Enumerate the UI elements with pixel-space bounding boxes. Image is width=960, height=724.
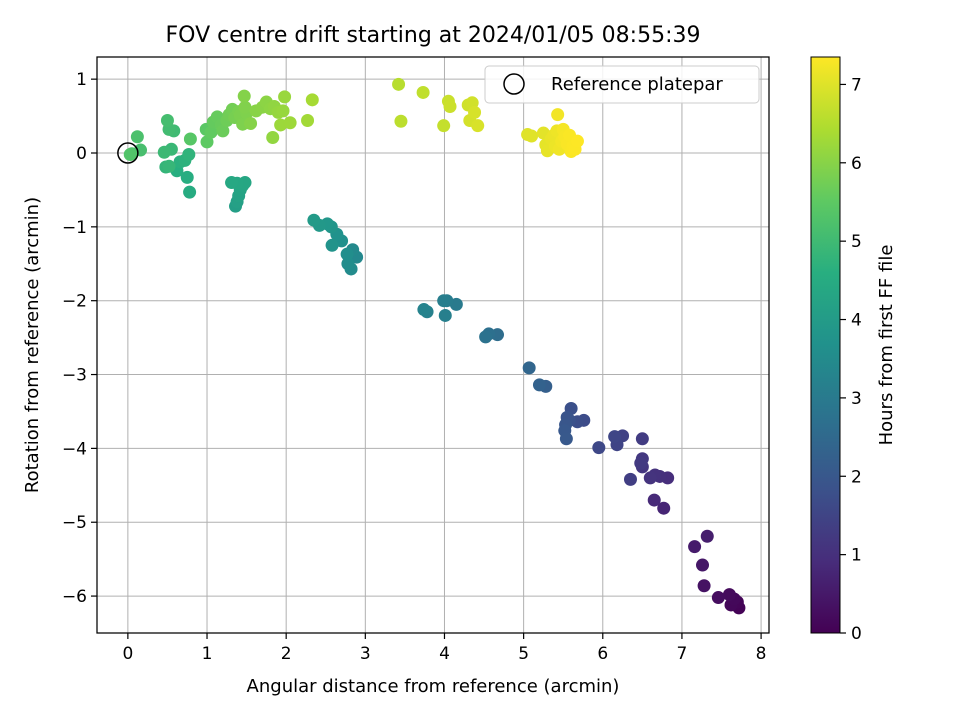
colorbar-tick-label: 0 — [851, 624, 862, 644]
colorbar-tick-label: 4 — [851, 311, 862, 331]
scatter-point — [180, 170, 194, 184]
scatter-point — [688, 540, 702, 554]
scatter-point — [394, 114, 408, 128]
y-tick-label: −6 — [62, 587, 87, 607]
scatter-point — [162, 159, 176, 173]
x-tick-label: 1 — [202, 644, 213, 664]
y-tick-label: −4 — [62, 439, 87, 459]
scatter-points — [117, 77, 746, 615]
chart-title: FOV centre drift starting at 2024/01/05 … — [166, 23, 701, 48]
scatter-point — [635, 432, 649, 446]
x-axis-ticks: 0 1 2 3 4 5 6 7 8 — [122, 633, 766, 664]
scatter-point — [697, 579, 711, 593]
colorbar-tick-label: 3 — [851, 389, 862, 409]
scatter-point — [238, 100, 252, 114]
colorbar-tick-label: 2 — [851, 467, 862, 487]
y-axis-label: Rotation from reference (arcmin) — [22, 197, 43, 493]
scatter-point — [471, 119, 485, 133]
colorbar-label: Hours from first FF file — [876, 245, 897, 446]
scatter-point — [647, 493, 661, 507]
scatter-point — [417, 303, 431, 317]
colorbar-tick-label: 1 — [851, 546, 862, 566]
scatter-point — [123, 147, 137, 161]
scatter-point — [643, 471, 657, 485]
scatter-point — [437, 119, 451, 133]
legend-marker-icon — [503, 73, 525, 95]
scatter-point — [266, 130, 280, 144]
legend-box — [484, 65, 760, 104]
scatter-point — [340, 247, 354, 261]
scatter-point — [532, 378, 546, 392]
scatter-point — [700, 529, 714, 543]
scatter-point — [278, 90, 292, 104]
x-tick-label: 6 — [597, 644, 608, 664]
scatter-point — [276, 104, 290, 118]
x-tick-label: 4 — [439, 644, 450, 664]
scatter-point — [283, 116, 297, 130]
plot-frame — [96, 56, 770, 634]
scatter-point — [559, 432, 573, 446]
x-tick-label: 5 — [518, 644, 529, 664]
scatter-point — [437, 294, 451, 308]
y-tick-label: 0 — [76, 144, 87, 164]
scatter-point — [341, 257, 355, 271]
x-tick-label: 3 — [360, 644, 371, 664]
scatter-point — [160, 114, 174, 128]
colorbar-gradient — [810, 56, 841, 634]
scatter-point — [244, 116, 258, 130]
scatter-point — [592, 441, 606, 455]
scatter-point — [157, 145, 171, 159]
scatter-point — [130, 130, 144, 144]
scatter-point — [696, 558, 710, 572]
scatter-point — [305, 93, 319, 107]
scatter-point — [468, 105, 482, 119]
scatter-point — [216, 124, 230, 138]
x-tick-label: 7 — [677, 644, 688, 664]
scatter-point — [438, 308, 452, 322]
scatter-point — [722, 588, 736, 602]
scatter-point — [237, 89, 251, 103]
scatter-point — [204, 125, 218, 139]
scatter-point — [325, 238, 339, 252]
scatter-point — [392, 77, 406, 91]
x-tick-label: 0 — [122, 644, 133, 664]
scatter-point — [443, 99, 457, 113]
y-tick-label: −3 — [62, 366, 87, 386]
scatter-point — [301, 114, 315, 128]
scatter-point — [307, 213, 321, 227]
y-tick-label: −2 — [62, 292, 87, 312]
colorbar: 0 1 2 3 4 5 6 7 Hours from first FF file — [810, 56, 897, 644]
colorbar-ticks: 0 1 2 3 4 5 6 7 — [840, 75, 862, 644]
scatter-point — [479, 330, 493, 344]
scatter-point — [570, 134, 584, 148]
scatter-point — [657, 501, 671, 515]
legend-label: Reference platepar — [551, 74, 723, 95]
x-tick-label: 2 — [281, 644, 292, 664]
y-tick-label: −1 — [62, 218, 87, 238]
scatter-point — [416, 85, 430, 99]
y-axis-ticks: 1 0 −1 −2 −3 −4 −5 −6 — [62, 70, 97, 607]
scatter-point — [183, 185, 197, 199]
x-axis-label: Angular distance from reference (arcmin) — [247, 676, 620, 697]
reference-platepar-marker — [117, 142, 139, 164]
scatter-point — [522, 361, 536, 375]
colorbar-tick-label: 6 — [851, 154, 862, 174]
colorbar-tick-label: 7 — [851, 75, 862, 95]
x-tick-label: 8 — [756, 644, 767, 664]
scatter-point — [711, 591, 725, 605]
scatter-point — [525, 129, 539, 143]
scatter-point — [608, 430, 622, 444]
scatter-point — [182, 147, 196, 161]
scatter-point — [225, 176, 239, 190]
y-tick-label: −5 — [62, 513, 87, 533]
y-tick-label: 1 — [76, 70, 87, 90]
scatter-point — [634, 456, 648, 470]
scatter-point — [623, 472, 637, 486]
scatter-point — [183, 132, 197, 146]
scatter-point — [551, 108, 565, 122]
colorbar-tick-label: 5 — [851, 232, 862, 252]
legend: Reference platepar — [484, 65, 760, 104]
